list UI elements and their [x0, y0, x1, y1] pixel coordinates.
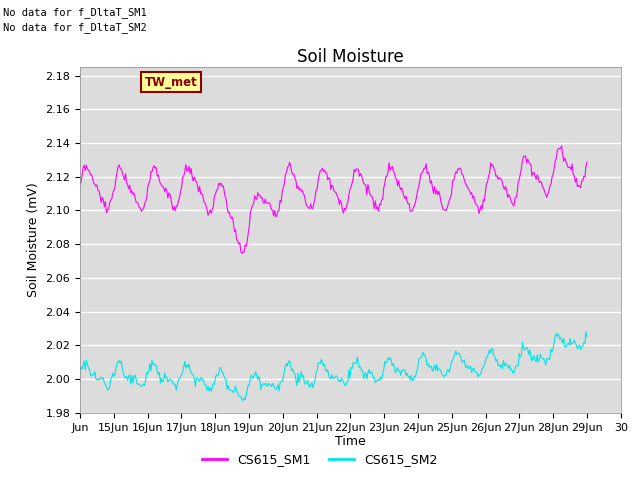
Title: Soil Moisture: Soil Moisture	[297, 48, 404, 66]
Legend: CS615_SM1, CS615_SM2: CS615_SM1, CS615_SM2	[197, 448, 443, 471]
Text: No data for f_DltaT_SM2: No data for f_DltaT_SM2	[3, 22, 147, 33]
Text: TW_met: TW_met	[145, 76, 198, 89]
Text: No data for f_DltaT_SM1: No data for f_DltaT_SM1	[3, 7, 147, 18]
X-axis label: Time: Time	[335, 435, 366, 448]
Y-axis label: Soil Moisture (mV): Soil Moisture (mV)	[27, 182, 40, 298]
